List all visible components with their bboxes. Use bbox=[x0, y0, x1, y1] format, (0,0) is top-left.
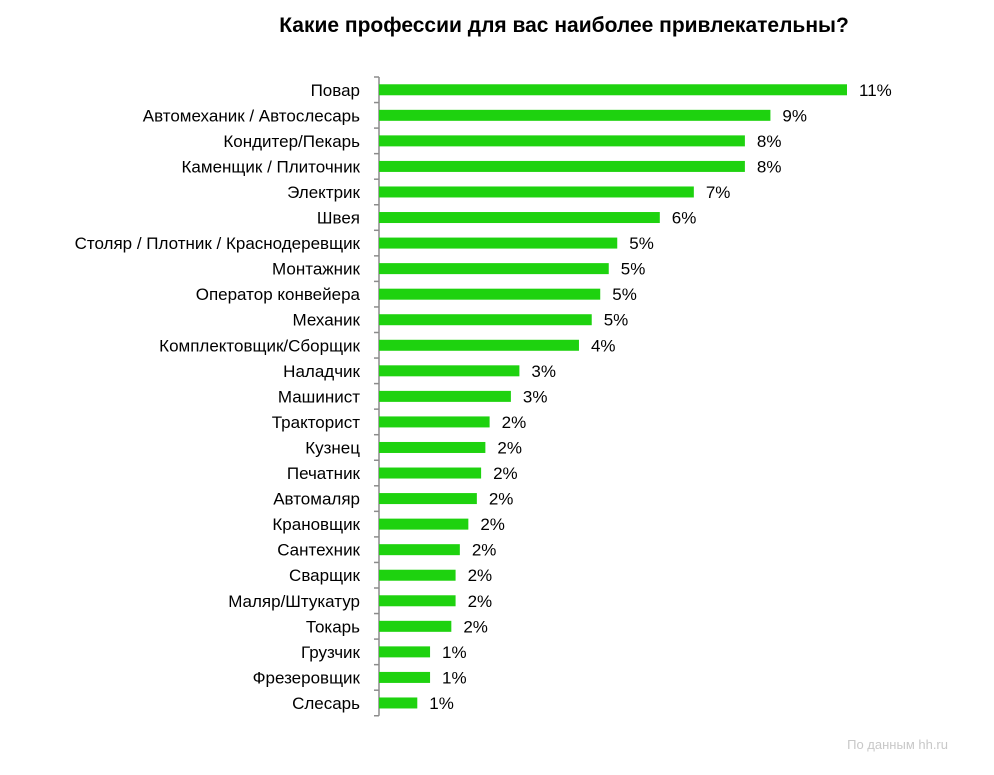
bar bbox=[379, 160, 745, 172]
value-label: 5% bbox=[629, 234, 654, 253]
category-label: Слесарь bbox=[292, 694, 360, 713]
category-label: Печатник bbox=[287, 464, 361, 483]
category-label: Автомеханик / Автослесарь bbox=[143, 106, 360, 125]
bar bbox=[379, 416, 490, 428]
category-label: Сантехник bbox=[277, 541, 360, 560]
category-label: Кузнец bbox=[305, 438, 360, 457]
value-label: 7% bbox=[706, 183, 731, 202]
value-label: 1% bbox=[442, 643, 467, 662]
bar bbox=[379, 212, 660, 224]
value-label: 2% bbox=[463, 617, 488, 636]
bar bbox=[379, 109, 771, 121]
bar bbox=[379, 518, 469, 530]
bar bbox=[379, 441, 486, 453]
bar bbox=[379, 467, 482, 479]
category-label: Сварщик bbox=[289, 566, 361, 585]
bar bbox=[379, 135, 745, 147]
value-label: 2% bbox=[502, 413, 527, 432]
value-label: 1% bbox=[429, 694, 454, 713]
category-label: Комплектовщик/Сборщик bbox=[159, 336, 360, 355]
bar bbox=[379, 390, 511, 402]
category-label: Кондитер/Пекарь bbox=[223, 132, 360, 151]
bar bbox=[379, 595, 456, 607]
value-label: 9% bbox=[782, 106, 807, 125]
value-labels: 11%9%8%8%7%6%5%5%5%5%4%3%3%2%2%2%2%2%2%2… bbox=[429, 81, 891, 713]
category-label: Оператор конвейера bbox=[196, 285, 361, 304]
category-label: Швея bbox=[317, 209, 360, 228]
value-label: 2% bbox=[468, 566, 493, 585]
value-label: 2% bbox=[489, 490, 514, 509]
category-label: Токарь bbox=[306, 617, 360, 636]
category-label: Машинист bbox=[278, 387, 360, 406]
value-label: 5% bbox=[604, 311, 629, 330]
value-label: 2% bbox=[493, 464, 518, 483]
value-label: 11% bbox=[859, 81, 892, 100]
y-axis-ticks bbox=[374, 76, 379, 717]
value-label: 6% bbox=[672, 209, 697, 228]
bar bbox=[379, 186, 694, 198]
bar bbox=[379, 620, 452, 632]
value-label: 2% bbox=[468, 592, 493, 611]
bar bbox=[379, 288, 601, 300]
bar bbox=[379, 697, 418, 709]
bar bbox=[379, 544, 460, 556]
category-label: Монтажник bbox=[272, 260, 361, 279]
value-label: 5% bbox=[621, 260, 646, 279]
bar bbox=[379, 84, 847, 96]
value-label: 1% bbox=[442, 668, 467, 687]
source-note: По данным hh.ru bbox=[847, 737, 948, 752]
value-label: 4% bbox=[591, 336, 616, 355]
value-label: 2% bbox=[497, 438, 522, 457]
category-label: Столяр / Плотник / Краснодеревщик bbox=[75, 234, 361, 253]
bar bbox=[379, 339, 579, 351]
value-label: 5% bbox=[612, 285, 637, 304]
category-label: Электрик bbox=[287, 183, 360, 202]
bar bbox=[379, 569, 456, 581]
bar bbox=[379, 237, 618, 249]
bar bbox=[379, 493, 477, 505]
value-label: 3% bbox=[531, 362, 556, 381]
bars-group bbox=[379, 84, 847, 709]
category-label: Тракторист bbox=[272, 413, 360, 432]
value-label: 2% bbox=[480, 515, 505, 534]
category-label: Фрезеровщик bbox=[253, 668, 361, 687]
category-label: Наладчик bbox=[283, 362, 360, 381]
value-label: 8% bbox=[757, 157, 782, 176]
bar bbox=[379, 365, 520, 377]
value-label: 3% bbox=[523, 387, 548, 406]
value-label: 8% bbox=[757, 132, 782, 151]
chart-title: Какие профессии для вас наиболее привлек… bbox=[279, 14, 849, 37]
bar bbox=[379, 263, 609, 275]
category-label: Повар bbox=[311, 81, 360, 100]
bar bbox=[379, 671, 431, 683]
category-label: Крановщик bbox=[272, 515, 360, 534]
bar bbox=[379, 314, 592, 326]
category-labels: Повар Автомеханик / Автослесарь Кондитер/П… bbox=[75, 81, 361, 713]
category-label: Автомаляр bbox=[273, 490, 360, 509]
category-label: Маляр/Штукатур bbox=[228, 592, 360, 611]
bar bbox=[379, 646, 431, 658]
category-label: Грузчик bbox=[301, 643, 361, 662]
category-label: Каменщик / Плиточник bbox=[182, 157, 361, 176]
category-label: Механик bbox=[292, 311, 360, 330]
value-label: 2% bbox=[472, 541, 497, 560]
